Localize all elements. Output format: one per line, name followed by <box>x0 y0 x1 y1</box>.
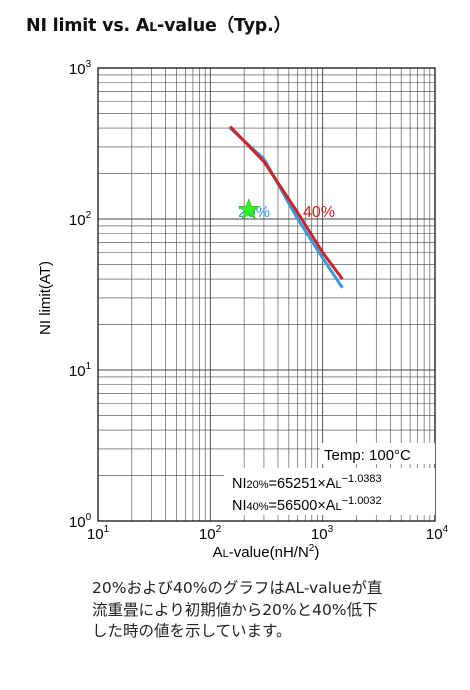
y-tick-label-2: 102 <box>69 210 92 229</box>
y-tick-label-3: 103 <box>69 59 92 78</box>
chart-title: NI limit vs. AL-value（Typ.） <box>26 12 291 37</box>
temp-box <box>320 443 435 464</box>
x-tick-label-1: 101 <box>87 524 110 543</box>
x-axis-label: AL-value(nH/N2) <box>213 543 320 560</box>
title-subscript: L <box>149 19 158 34</box>
equation-40pct: NI40%=56500×AL−1.0032 <box>232 495 382 514</box>
title-main: NI limit vs. A <box>26 16 150 36</box>
x-tick-label-4: 104 <box>426 524 449 543</box>
y-axis-label: NI limit(AT) <box>37 261 54 335</box>
equation-box <box>224 468 435 515</box>
chart: 101 102 103 104 100 101 102 103 AL-value… <box>37 59 449 560</box>
temp-annotation: Temp: 100°C <box>324 447 411 464</box>
y-tick-label-0: 100 <box>69 512 92 531</box>
equation-20pct: NI20%=65251×AL−1.0383 <box>232 473 382 492</box>
footnote-line-1: 20%および40%のグラフはAL-valueが直 <box>92 579 383 597</box>
footnote-line-3: した時の値を示しています。 <box>92 622 292 640</box>
plot-frame <box>97 67 436 522</box>
y-tick-label-1: 101 <box>69 361 92 380</box>
series-line-40pct <box>229 125 344 280</box>
footnote-line-2: 流重畳により初期値から20%と40%低下 <box>92 600 378 619</box>
footnote: 20%および40%のグラフはAL-valueが直 流重畳により初期値から20%と… <box>92 578 452 643</box>
x-tick-label-3: 103 <box>311 524 334 543</box>
star-marker <box>237 198 260 220</box>
x-tick-label-2: 102 <box>199 524 222 543</box>
series-label-40pct: 40% <box>303 204 335 221</box>
title-rest: -value（Typ.） <box>157 16 291 36</box>
